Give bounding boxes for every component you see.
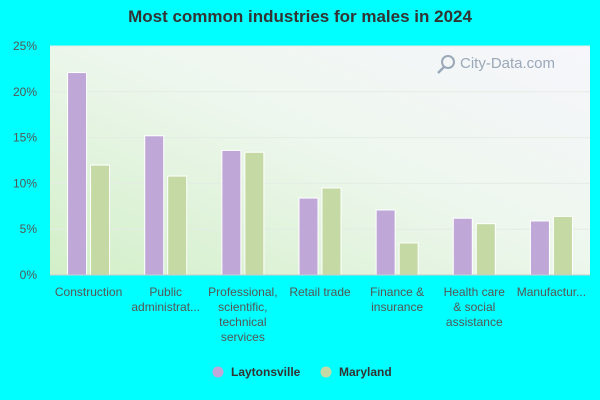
y-tick-label: 15% bbox=[13, 131, 37, 145]
category-label: Health care & social assistance bbox=[444, 285, 506, 329]
magnifier-icon bbox=[441, 55, 455, 69]
category-label: Manufactur... bbox=[517, 285, 586, 299]
bar-maryland-6 bbox=[552, 215, 573, 276]
bars bbox=[67, 72, 573, 276]
plot-area bbox=[50, 46, 590, 275]
chart-title: Most common industries for males in 2024 bbox=[128, 7, 472, 26]
grid-lines bbox=[50, 45, 590, 230]
bar-laytonsville-0 bbox=[67, 72, 88, 276]
legend-label-maryland: Maryland bbox=[339, 365, 392, 379]
legend-swatch-laytonsville bbox=[212, 366, 224, 378]
bar-laytonsville-1 bbox=[144, 135, 165, 276]
bar-laytonsville-5 bbox=[452, 217, 473, 276]
legend: Laytonsville Maryland bbox=[212, 365, 392, 379]
bar-laytonsville-2 bbox=[221, 149, 242, 276]
y-tick-label: 0% bbox=[20, 268, 38, 282]
y-tick-label: 10% bbox=[13, 176, 37, 190]
bar-maryland-2 bbox=[244, 151, 265, 276]
category-label: Professional, scientific, technical service… bbox=[208, 285, 277, 344]
bar-maryland-4 bbox=[398, 242, 419, 276]
watermark: City-Data.com bbox=[437, 55, 555, 74]
y-axis-ticks: 0% 5% 10% 15% 20% 25% bbox=[13, 39, 37, 282]
y-tick-label: 25% bbox=[13, 39, 37, 53]
x-axis-labels: Construction Public administrat... Professi… bbox=[55, 285, 586, 344]
category-label: Public administrat... bbox=[131, 285, 200, 314]
legend-swatch-maryland bbox=[320, 366, 332, 378]
bar-laytonsville-3 bbox=[298, 197, 319, 276]
y-tick-label: 20% bbox=[13, 85, 37, 99]
category-label: Retail trade bbox=[289, 285, 351, 299]
watermark-text: City-Data.com bbox=[460, 55, 555, 72]
bar-maryland-5 bbox=[475, 223, 496, 276]
category-label: Finance & insurance bbox=[370, 285, 424, 314]
legend-label-laytonsville: Laytonsville bbox=[231, 365, 301, 379]
magnifier-handle bbox=[437, 66, 445, 74]
bar-maryland-0 bbox=[90, 164, 111, 276]
bar-laytonsville-6 bbox=[529, 220, 550, 276]
bar-laytonsville-4 bbox=[375, 209, 396, 276]
y-tick-label: 5% bbox=[20, 222, 38, 236]
bar-maryland-3 bbox=[321, 187, 342, 276]
bar-maryland-1 bbox=[167, 175, 188, 276]
category-label: Construction bbox=[55, 285, 122, 299]
